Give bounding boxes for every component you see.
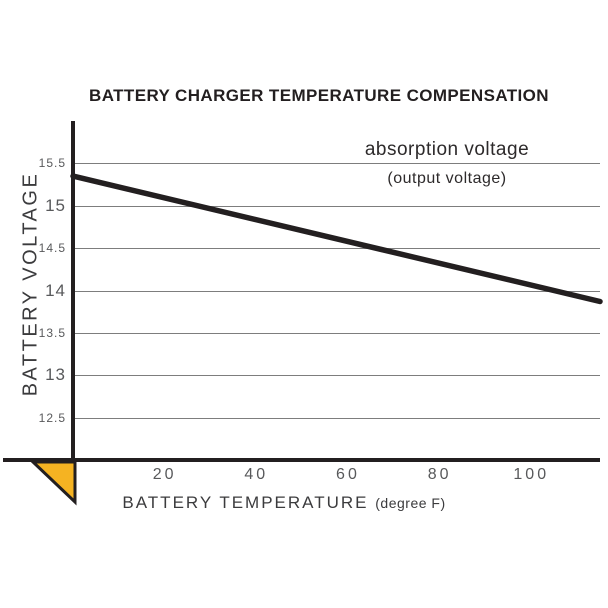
x-tick-label-40: 40 (244, 466, 269, 483)
y-tick-label-15.5: 15.5 (38, 156, 66, 171)
x-axis-title-text: BATTERY TEMPERATURE (122, 493, 369, 512)
gridline-15 (73, 205, 600, 207)
gridline-13 (73, 375, 600, 377)
y-axis-title: BATTERY VOLTAGE (19, 171, 42, 397)
gridline-14 (73, 290, 600, 292)
annotation-absorption-voltage: absorption voltage (364, 139, 530, 160)
x-axis-line (3, 458, 600, 462)
x-tick-label-60: 60 (336, 466, 360, 483)
y-tick-label-13.5: 13.5 (38, 325, 66, 340)
y-tick-label-15: 15 (45, 195, 66, 215)
y-tick-label-14.5: 14.5 (38, 241, 66, 256)
x-tick-label-100: 100 (513, 466, 550, 483)
y-tick-label-13: 13 (45, 365, 66, 385)
annotation-output-voltage: (output voltage) (387, 170, 507, 187)
gridline-13.5 (73, 332, 600, 334)
x-axis-unit: (degree F) (375, 495, 446, 511)
x-tick-label-20: 20 (152, 466, 177, 483)
y-tick-label-14: 14 (45, 280, 66, 300)
y-tick-label-12.5: 12.5 (38, 410, 66, 425)
gridline-15.5 (73, 163, 600, 165)
voltage-line (70, 173, 603, 305)
y-axis-line (71, 121, 75, 462)
x-tick-label-80: 80 (427, 466, 452, 483)
gridline-14.5 (73, 248, 600, 250)
gridline-12.5 (73, 417, 600, 419)
page-title: BATTERY CHARGER TEMPERATURE COMPENSATION (89, 86, 549, 105)
plot-area (73, 121, 600, 460)
origin-triangle-icon (29, 460, 77, 506)
x-axis-title: BATTERY TEMPERATURE (degree F) (122, 493, 445, 513)
